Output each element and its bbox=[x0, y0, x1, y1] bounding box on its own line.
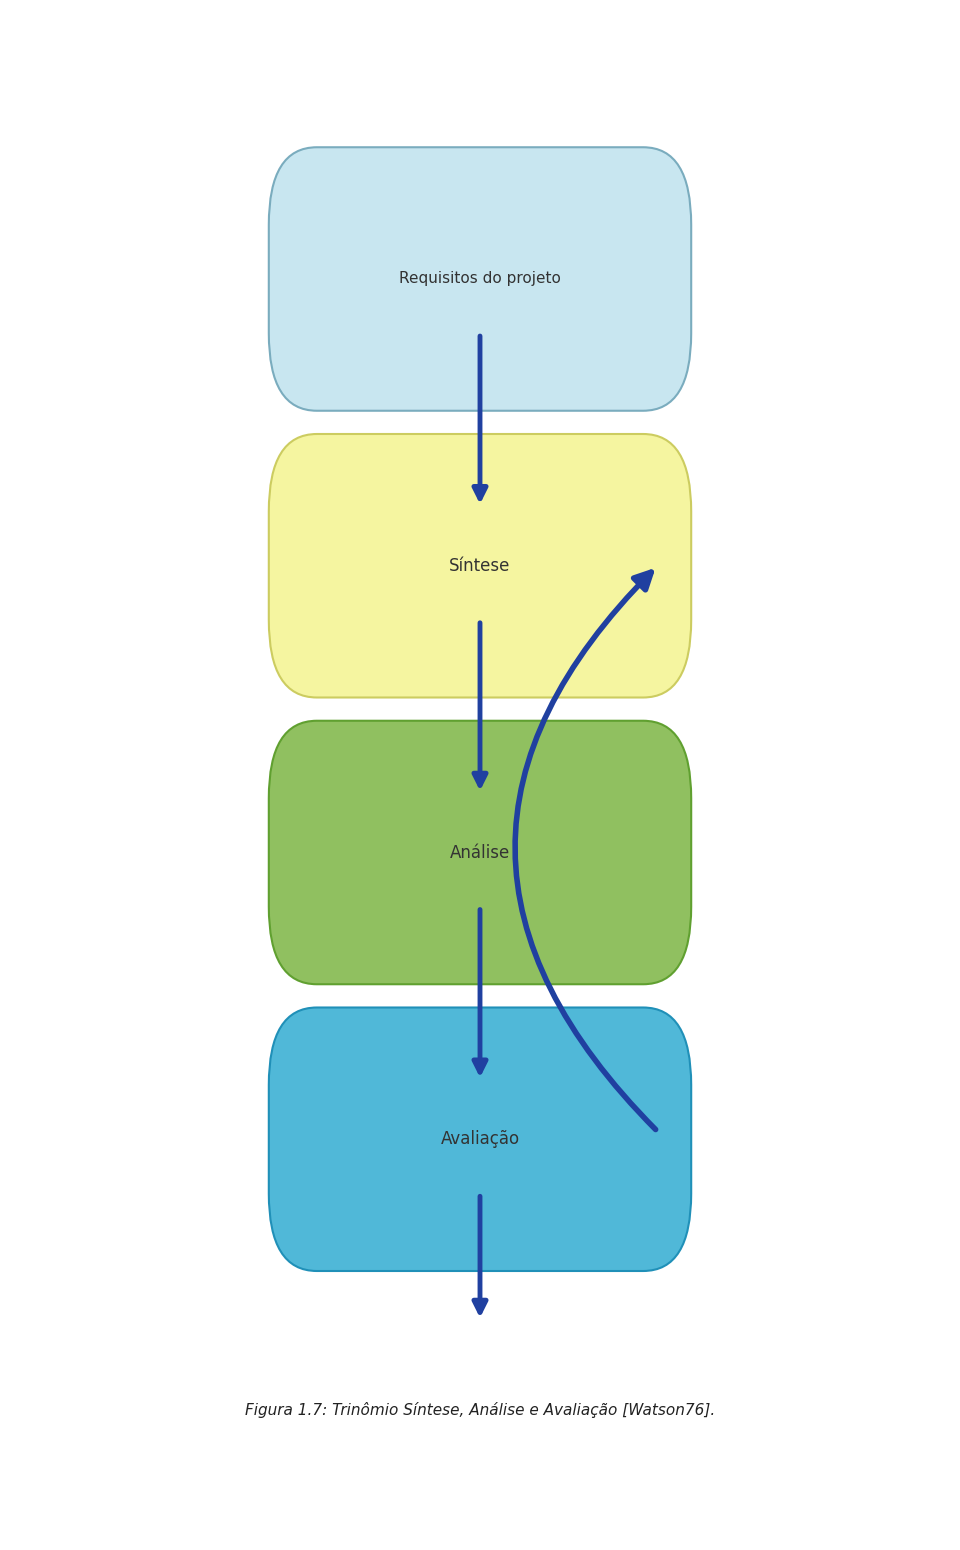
FancyArrowPatch shape bbox=[516, 572, 656, 1130]
Text: Figura 1.7: Trinômio Síntese, Análise e Avaliação [Watson76].: Figura 1.7: Trinômio Síntese, Análise e … bbox=[245, 1403, 715, 1418]
FancyBboxPatch shape bbox=[269, 434, 691, 698]
FancyBboxPatch shape bbox=[269, 1008, 691, 1271]
Text: Requisitos do projeto: Requisitos do projeto bbox=[399, 271, 561, 287]
FancyBboxPatch shape bbox=[269, 721, 691, 984]
Text: Síntese: Síntese bbox=[449, 556, 511, 575]
Text: Análise: Análise bbox=[450, 843, 510, 862]
FancyBboxPatch shape bbox=[269, 147, 691, 411]
Text: Avaliação: Avaliação bbox=[441, 1130, 519, 1149]
